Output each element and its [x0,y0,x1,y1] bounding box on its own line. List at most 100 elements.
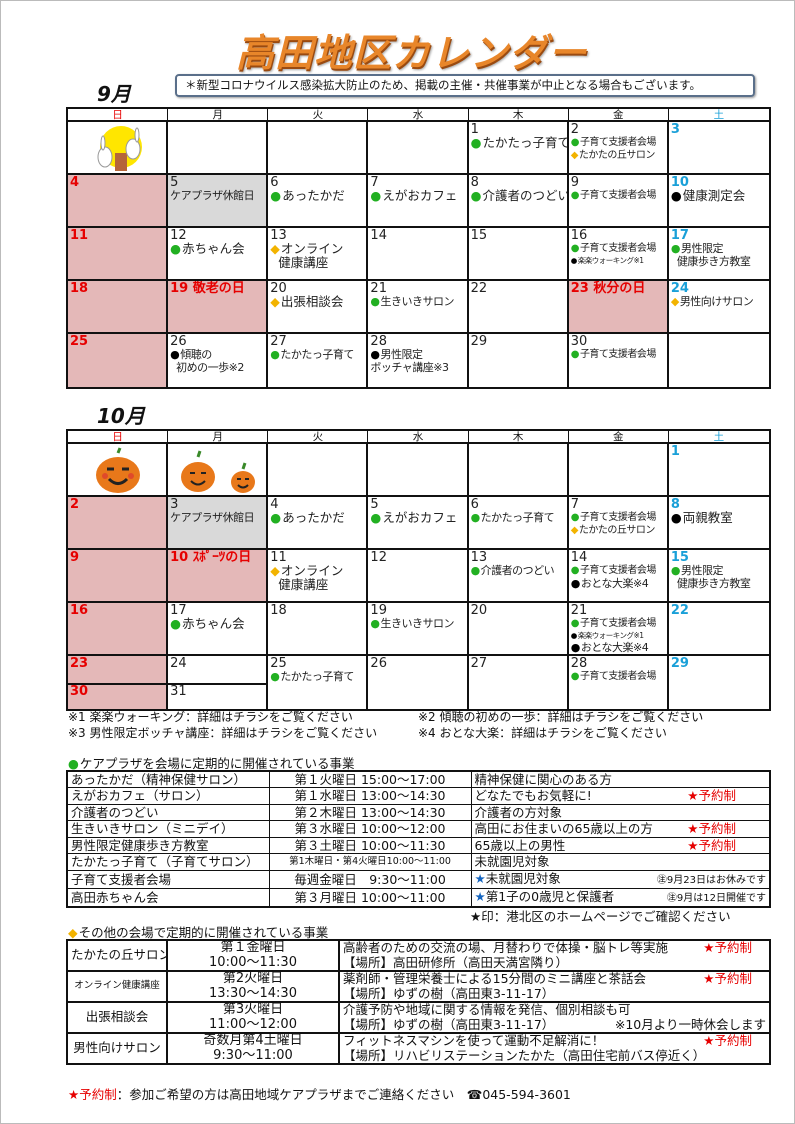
venue: 【場所】ゆずの樹（高田東3-11-17） [343,985,555,1001]
footer-text: ：参加ご希望の方は高田地域ケアプラザまでご連絡ください [116,1087,455,1102]
event-label: 傾聴の 初めの一歩※2 [176,348,244,374]
event-item: ◆たかたの丘サロン [571,149,667,162]
day-cell: 9 ●子育て支援者会場 [568,175,669,228]
event-item: ●たかたっ子育て [471,511,567,524]
day-cell: 11 ◆オンライン 健康講座 [268,550,369,603]
date-number: 15 [470,228,488,243]
event-item: ●両親教室 [671,511,769,525]
event-item: ●男性限定 健康歩き方教室 [671,564,769,590]
event-item: ●楽楽ウォーキング※1 [571,255,667,266]
date-number: 5 [170,175,179,190]
program-note: ㊟9月23日はお休みです [656,874,766,886]
date-number: 31 [170,683,187,699]
event-label: 生きいきサロン [380,617,455,630]
event-label: えがおカフェ [382,188,458,203]
day-cell: 5 ●えがおカフェ [368,497,469,550]
pumpkin-large-illustration [70,445,166,495]
green-dot-icon: ● [670,242,681,255]
weekday-header: 木 [468,431,569,444]
date-number: 6 [470,497,479,512]
event-label: 子育て支援者会場 [579,190,657,201]
weekday-header: 水 [368,109,469,122]
day-cell: 29 [469,334,569,387]
event-label: 赤ちゃん会 [182,616,245,631]
date-number: 22 [670,603,689,618]
target: 精神保健に関心のある方 [470,770,771,788]
table-row: えがおカフェ（サロン） 第１水曜日 13:00～14:30 どなたでもお気軽に! ★予… [66,787,771,805]
date-number: 9 [70,550,80,565]
green-dot-icon: ● [570,349,580,360]
day-cell: 23 30 [68,656,169,709]
event-item: ●子育て支援者会場 [571,564,667,577]
reservation-badge: ★予約制 [687,788,736,804]
schedule: 第３土曜日 10:00～11:30 [268,836,472,854]
program-note: ㊟9月は12日開催です [666,892,766,904]
table-row: オンライン健康講座 第2火曜日 13:30～14:30 薬剤師・管理栄養士による15分… [66,970,771,1003]
event-item: ◆オンライン 健康講座 [270,242,366,270]
target-text: 65歳以上の男性 [474,837,566,853]
day-cell: 16 ●子育て支援者会場 ●楽楽ウォーキング※1 [568,228,669,281]
program-name: 介護者のつどい [66,803,270,821]
day-cell: 24 ◆男性向けサロン [668,281,769,334]
green-dot-icon: ● [570,565,580,576]
schedule: 第３月曜日 10:00～11:00 [268,887,472,907]
event-item: ●楽楽ウォーキング※1 [571,630,667,641]
day-cell [168,444,269,497]
description-row: 介護予防や地域に関する情報を発信、個別相談も可 [343,1002,766,1018]
program-note: ※10月より一時休会します [614,1016,766,1032]
star-icon: ★ [474,870,486,886]
target-row: 高田にお住まいの65歳以上の方 ★予約制 [475,821,767,836]
target-main: 高田にお住まいの65歳以上の方 [475,821,653,836]
black-dot-icon: ● [170,348,180,361]
day-cell: 11 [68,228,169,281]
day-cell: 15 [468,228,569,281]
day-cell: 12 ●赤ちゃん会 [168,228,269,281]
day-cell [68,122,169,175]
star-note: ★印：港北区のホームページでご確認ください [470,909,731,924]
event-item: ◆男性向けサロン [671,295,769,308]
reservation-badge: ★予約制 [703,971,752,986]
black-dot-icon: ● [670,188,682,203]
target: ★第1子の0歳児と保護者 ㊟9月は12日開催です [470,887,771,907]
date-number: 24 [170,656,187,671]
date-number: 14 [370,228,387,243]
date-number: 2 [70,497,80,512]
weekday-header: 日 [68,109,169,122]
september-label: 9月 [97,82,131,106]
target: 65歳以上の男性 ★予約制 [470,836,771,854]
day-cell: 25 ●たかたっ子育て [268,656,369,709]
week-divider [68,682,167,685]
event-item: ●えがおカフェ [370,511,466,525]
day-cell: 28 ●男性限定 ボッチャ講座※3 [368,334,469,387]
date-number: 29 [670,656,689,671]
weekday-header: 火 [268,109,369,122]
program-name: えがおカフェ（サロン） [66,787,270,805]
event-label: 楽楽ウォーキング※1 [577,256,644,265]
footer: ★予約制：参加ご希望の方は高田地域ケアプラザまでご連絡ください ☎045-594… [68,1084,571,1103]
table-row: 生きいきサロン（ミニデイ） 第３水曜日 10:00～12:00 高田にお住まいの65… [66,820,771,838]
green-dot-icon: ● [570,671,580,682]
day-cell: 21 ●子育て支援者会場 ●楽楽ウォーキング※1 ●おとな大楽※4 [568,603,669,656]
event-label: 出張相談会 [280,294,344,309]
weekday-header: 月 [168,431,269,444]
covid-notice: ＊新型コロナウイルス感染拡大防止のため、掲載の主催・共催事業が中止となる場合もご… [175,74,755,97]
day-cell: 3 [668,122,769,175]
black-dot-icon: ● [570,256,578,265]
schedule: 奇数月第4土曜日 9:30～11:00 [166,1032,340,1065]
day-cell: 18 [268,603,369,656]
date-number: 29 [470,334,488,349]
description: フィットネスマシンを使って運動不足解消に！ ★予約制 【場所】リハビリステーションた… [338,1032,771,1065]
footnote: ※3 男性限定ボッチャ講座：詳細はチラシをご覧ください [68,726,378,740]
event-label: ケアプラザ休館日 [170,511,255,524]
black-dot-icon: ● [570,577,581,590]
green-dot-icon: ● [270,670,280,683]
other-venues-table: たかたの丘サロン 第１金曜日 10:00～11:30 高齢者のための交流の場、月替わり… [66,939,771,1065]
event-label: たかたっ子育て [280,348,354,361]
day-cell: 10 ｽﾎﾟｰﾂの日 [168,550,269,603]
description-text: 介護予防や地域に関する情報を発信、個別相談も可 [343,1002,631,1017]
event-label: 子育て支援者会場 [579,243,657,254]
schedule-time: 10:00～11:30 [209,954,297,970]
target-row: ★未就園児対象 ㊟9月23日はお休みです [474,870,767,887]
date-number: 12 [170,228,187,243]
event-label: 子育て支援者会場 [579,671,657,682]
